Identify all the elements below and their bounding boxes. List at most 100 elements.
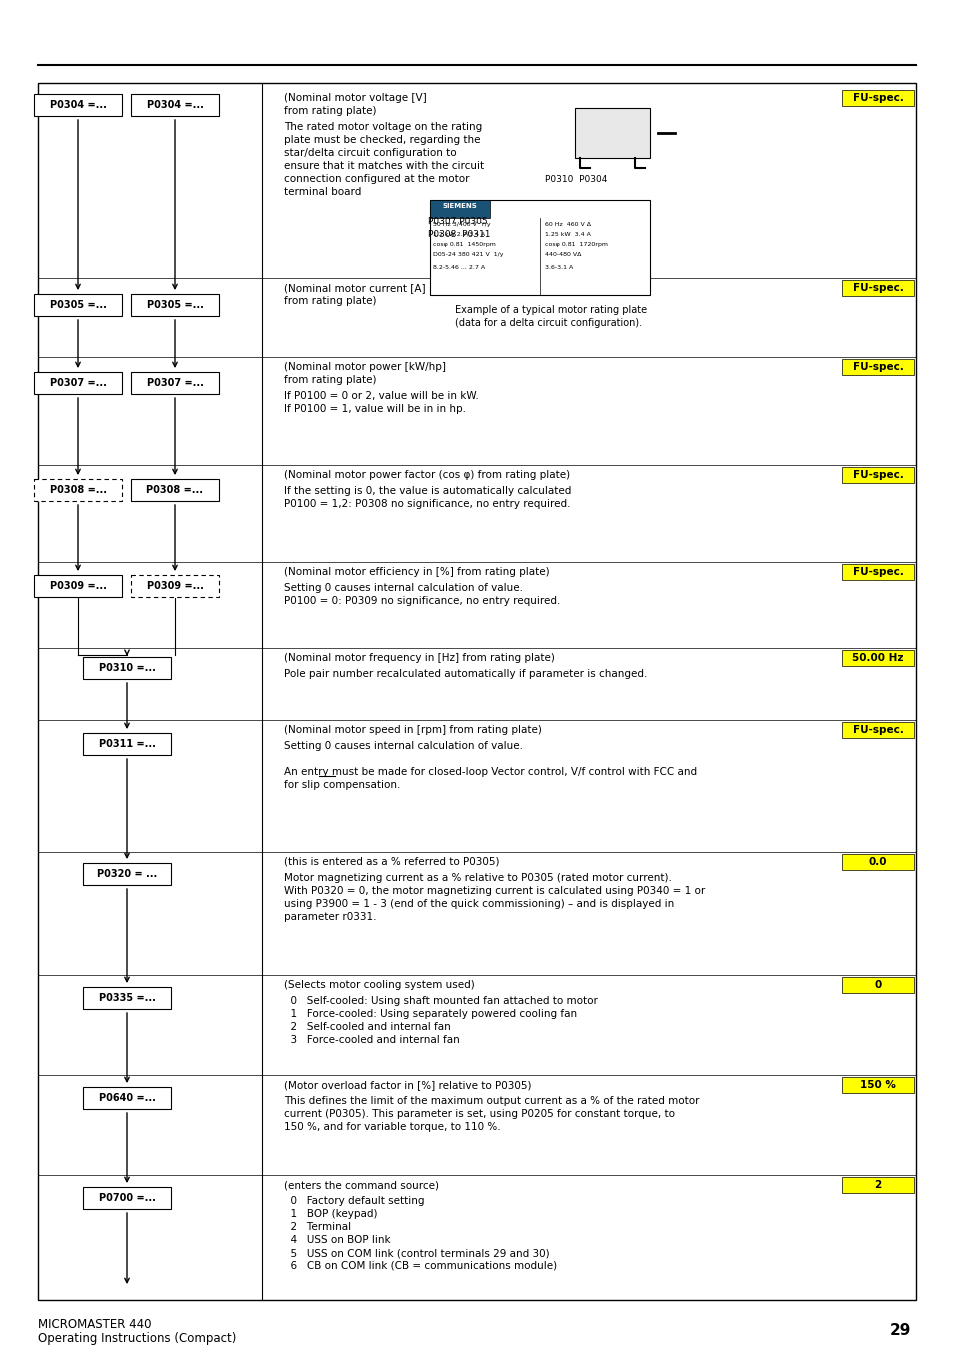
Text: FU-spec.: FU-spec. [852, 362, 902, 372]
Bar [841, 467, 913, 484]
Bar [430, 200, 649, 295]
Text: P0320 = ...: P0320 = ... [97, 869, 157, 880]
Text: P0100 = 1,2: P0308 no significance, no entry required.: P0100 = 1,2: P0308 no significance, no e… [284, 499, 570, 509]
Text: connection configured at the motor: connection configured at the motor [284, 174, 469, 184]
Text: star/delta circuit configuration to: star/delta circuit configuration to [284, 149, 456, 158]
Bar [83, 657, 171, 680]
Text: If the setting is 0, the value is automatically calculated: If the setting is 0, the value is automa… [284, 486, 571, 496]
Text: Operating Instructions (Compact): Operating Instructions (Compact) [38, 1332, 236, 1346]
Text: P0311 =...: P0311 =... [98, 739, 155, 748]
Text: using P3900 = 1 - 3 (end of the quick commissioning) – and is displayed in: using P3900 = 1 - 3 (end of the quick co… [284, 898, 674, 909]
Text: (Nominal motor frequency in [Hz] from rating plate): (Nominal motor frequency in [Hz] from ra… [284, 653, 555, 663]
Text: P0307 =...: P0307 =... [147, 378, 203, 388]
Text: cosφ 0.81  1450rpm: cosφ 0.81 1450rpm [433, 242, 496, 247]
Text: 0.0: 0.0 [868, 857, 886, 867]
Text: P0310  P0304: P0310 P0304 [544, 176, 607, 184]
Text: (Nominal motor speed in [rpm] from rating plate): (Nominal motor speed in [rpm] from ratin… [284, 725, 541, 735]
Bar [841, 650, 913, 666]
Text: FU-spec.: FU-spec. [852, 567, 902, 577]
Text: from rating plate): from rating plate) [284, 296, 376, 305]
Text: Example of a typical motor rating plate: Example of a typical motor rating plate [455, 305, 646, 315]
Bar [131, 95, 219, 116]
Text: 6   CB on COM link (CB = communications module): 6 CB on COM link (CB = communications mo… [284, 1260, 557, 1271]
Text: 2   Self-cooled and internal fan: 2 Self-cooled and internal fan [284, 1021, 450, 1032]
Text: ensure that it matches with the circuit: ensure that it matches with the circuit [284, 161, 483, 172]
Text: This defines the limit of the maximum output current as a % of the rated motor: This defines the limit of the maximum ou… [284, 1096, 699, 1106]
Text: from rating plate): from rating plate) [284, 105, 376, 116]
Text: FU-spec.: FU-spec. [852, 470, 902, 480]
Text: 5   USS on COM link (control terminals 29 and 30): 5 USS on COM link (control terminals 29 … [284, 1248, 549, 1258]
Text: 3.6-3.1 A: 3.6-3.1 A [544, 265, 573, 270]
Bar [841, 359, 913, 376]
Text: parameter r0331.: parameter r0331. [284, 912, 376, 921]
Text: D05-24 380 421 V  1/y: D05-24 380 421 V 1/y [433, 253, 503, 257]
Text: FU-spec.: FU-spec. [852, 282, 902, 293]
Text: P0307 P0305: P0307 P0305 [428, 218, 487, 226]
Text: P0305 =...: P0305 =... [50, 300, 107, 309]
Text: terminal board: terminal board [284, 186, 361, 197]
Text: 1.2 kW 2.7/3.4 A: 1.2 kW 2.7/3.4 A [433, 232, 485, 236]
Ellipse shape [566, 108, 582, 158]
Bar [131, 372, 219, 394]
Bar [131, 480, 219, 501]
Bar [83, 1188, 171, 1209]
Text: 1.25 kW  3.4 A: 1.25 kW 3.4 A [544, 232, 590, 236]
Text: The rated motor voltage on the rating: The rated motor voltage on the rating [284, 122, 482, 132]
Text: Setting 0 causes internal calculation of value.: Setting 0 causes internal calculation of… [284, 740, 522, 751]
Bar [841, 854, 913, 870]
Text: 29: 29 [888, 1323, 910, 1337]
Text: FU-spec.: FU-spec. [852, 725, 902, 735]
Text: (Nominal motor power factor (cos φ) from rating plate): (Nominal motor power factor (cos φ) from… [284, 470, 570, 480]
Text: 60 Hz  460 V Δ: 60 Hz 460 V Δ [544, 222, 590, 227]
Text: MICROMASTER 440: MICROMASTER 440 [38, 1319, 152, 1331]
Text: P0310 =...: P0310 =... [98, 663, 155, 673]
Text: SIEMENS: SIEMENS [442, 203, 476, 209]
Text: P0308 =...: P0308 =... [147, 485, 203, 494]
Text: P0305 =...: P0305 =... [147, 300, 203, 309]
Bar [841, 91, 913, 105]
Text: P0640 =...: P0640 =... [98, 1093, 155, 1102]
Bar [83, 1088, 171, 1109]
Text: Setting 0 causes internal calculation of value.: Setting 0 causes internal calculation of… [284, 584, 522, 593]
Text: P0307 =...: P0307 =... [50, 378, 107, 388]
Text: cosφ 0.81  1720rpm: cosφ 0.81 1720rpm [544, 242, 607, 247]
Text: 4   USS on BOP link: 4 USS on BOP link [284, 1235, 390, 1246]
Bar [131, 576, 219, 597]
Text: 440-480 VΔ: 440-480 VΔ [544, 253, 580, 257]
Bar [83, 863, 171, 885]
Text: (Motor overload factor in [%] relative to P0305): (Motor overload factor in [%] relative t… [284, 1079, 531, 1090]
Text: Motor magnetizing current as a % relative to P0305 (rated motor current).: Motor magnetizing current as a % relativ… [284, 873, 671, 884]
Bar [430, 200, 490, 218]
Text: P0309 =...: P0309 =... [147, 581, 203, 590]
Text: P0309 =...: P0309 =... [50, 581, 107, 590]
Text: for slip compensation.: for slip compensation. [284, 780, 400, 790]
Text: from rating plate): from rating plate) [284, 376, 376, 385]
Text: P0335 =...: P0335 =... [98, 993, 155, 1002]
Bar [83, 734, 171, 755]
Bar [34, 95, 122, 116]
Text: FU-spec.: FU-spec. [852, 93, 902, 103]
Bar [34, 576, 122, 597]
Text: (enters the command source): (enters the command source) [284, 1179, 438, 1190]
Text: If P0100 = 0 or 2, value will be in kW.: If P0100 = 0 or 2, value will be in kW. [284, 390, 478, 401]
Text: 0: 0 [874, 979, 881, 990]
Text: (Nominal motor current [A]: (Nominal motor current [A] [284, 282, 425, 293]
Text: 50 Hz 3/400 V  Y/y: 50 Hz 3/400 V Y/y [433, 222, 490, 227]
Text: P0700 =...: P0700 =... [98, 1193, 155, 1202]
Bar [841, 1077, 913, 1093]
Text: P0100 = 0: P0309 no significance, no entry required.: P0100 = 0: P0309 no significance, no ent… [284, 596, 559, 607]
Bar [34, 480, 122, 501]
Text: (this is entered as a % referred to P0305): (this is entered as a % referred to P030… [284, 857, 499, 867]
Text: (Nominal motor efficiency in [%] from rating plate): (Nominal motor efficiency in [%] from ra… [284, 567, 549, 577]
Ellipse shape [641, 108, 658, 158]
Bar [34, 372, 122, 394]
Text: 0   Factory default setting: 0 Factory default setting [284, 1196, 424, 1206]
Text: P0304 =...: P0304 =... [147, 100, 203, 109]
Bar [34, 295, 122, 316]
Text: 8.2-5.46 ... 2.7 A: 8.2-5.46 ... 2.7 A [433, 265, 485, 270]
Text: 50.00 Hz: 50.00 Hz [851, 653, 902, 663]
Text: 150 %, and for variable torque, to 110 %.: 150 %, and for variable torque, to 110 %… [284, 1121, 500, 1132]
Text: 150 %: 150 % [860, 1079, 895, 1090]
Text: Pole pair number recalculated automatically if parameter is changed.: Pole pair number recalculated automatica… [284, 669, 647, 680]
Text: With P0320 = 0, the motor magnetizing current is calculated using P0340 = 1 or: With P0320 = 0, the motor magnetizing cu… [284, 886, 704, 896]
